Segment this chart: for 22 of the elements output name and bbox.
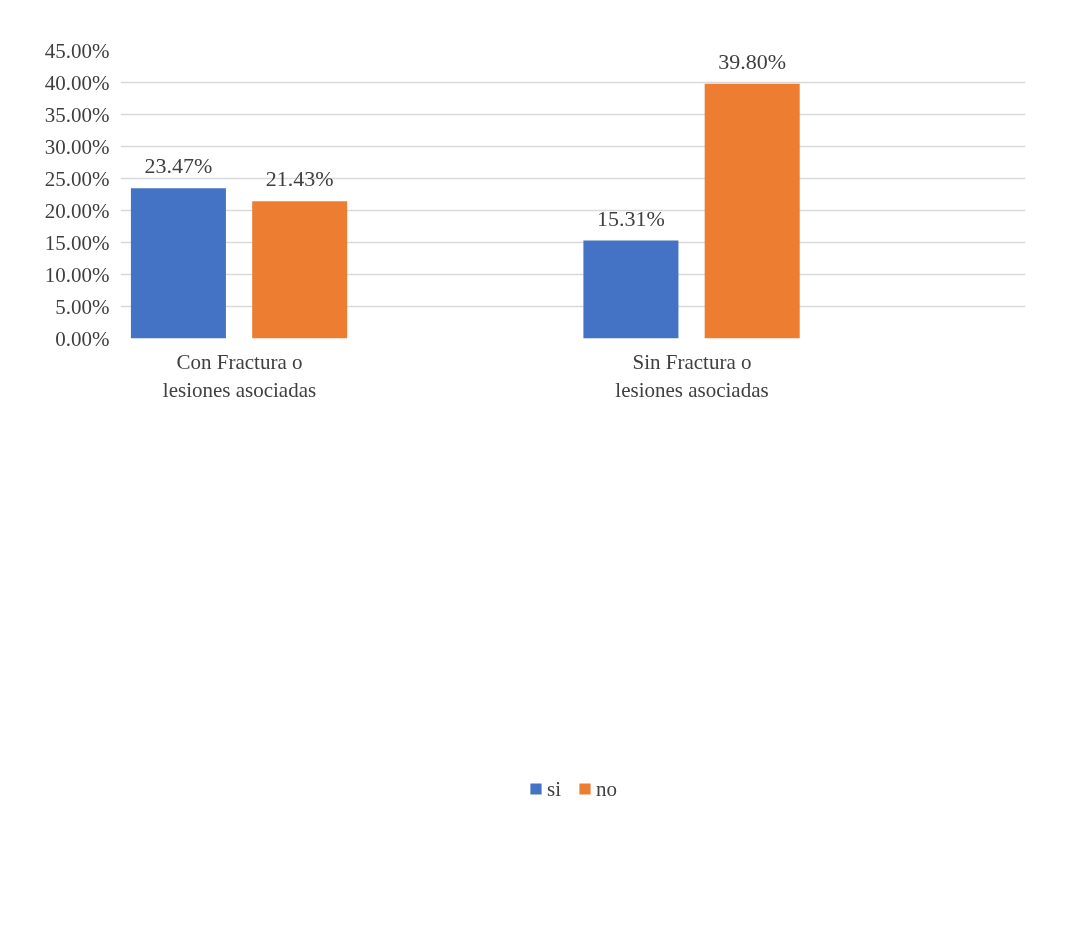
y-tick-label: 10.00% (44, 262, 110, 287)
y-tick-label: 20.00% (44, 198, 110, 223)
bar (583, 240, 679, 339)
x-tick-label: Con Fractura o lesiones asociadas (162, 349, 317, 403)
y-tick-label: 0.00% (55, 326, 110, 351)
data-label: 21.43% (265, 166, 334, 192)
y-tick-label: 40.00% (44, 70, 110, 95)
x-tick-label: Sin Fractura o lesiones asociadas (615, 349, 769, 403)
y-tick-label: 45.00% (44, 38, 110, 63)
legend-label: si (547, 776, 562, 802)
bar (704, 83, 800, 339)
y-tick-label: 15.00% (44, 230, 110, 255)
data-label: 39.80% (718, 48, 787, 74)
data-label: 15.31% (597, 205, 665, 231)
bar (252, 201, 348, 339)
data-label: 23.47% (144, 153, 213, 179)
y-tick-label: 30.00% (44, 134, 110, 159)
y-tick-label: 25.00% (44, 166, 110, 191)
legend-label: no (596, 776, 617, 802)
bar (130, 188, 226, 339)
y-tick-label: 35.00% (44, 102, 110, 127)
y-tick-label: 5.00% (55, 294, 110, 319)
